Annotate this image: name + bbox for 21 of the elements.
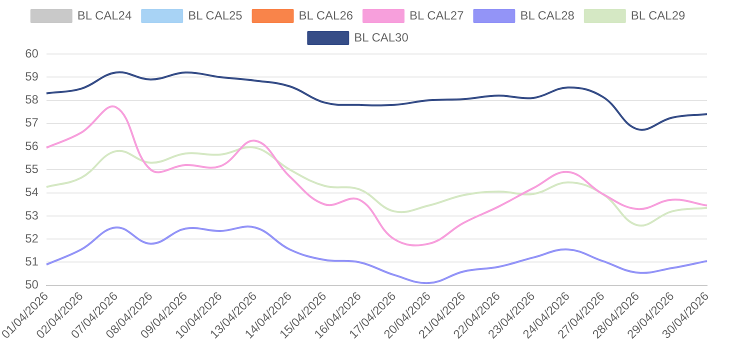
y-tick-label: 53 [25, 208, 39, 222]
y-tick-label: 60 [25, 46, 39, 60]
legend-label: BL CAL25 [188, 8, 243, 22]
y-tick-label: 56 [25, 138, 39, 153]
line-series [45, 71, 708, 131]
line-series [45, 226, 708, 284]
y-tick-label: 58 [25, 92, 39, 107]
legend-label: BL CAL24 [77, 8, 132, 22]
y-tick-label: 52 [25, 231, 39, 246]
y-tick-label: 54 [25, 185, 39, 200]
y-tick-label: 59 [25, 69, 39, 84]
legend-label: BL CAL27 [410, 8, 464, 22]
legend-label: BL CAL29 [630, 8, 686, 22]
legend-label: BL CAL30 [354, 30, 409, 44]
legend-label: BL CAL28 [520, 8, 575, 22]
y-tick-label: 51 [25, 254, 39, 269]
legend-label: BL CAL26 [298, 8, 354, 22]
line-series [45, 146, 708, 227]
y-tick-label: 50 [25, 278, 39, 292]
y-tick-label: 55 [25, 162, 39, 176]
y-tick-label: 57 [25, 116, 39, 130]
